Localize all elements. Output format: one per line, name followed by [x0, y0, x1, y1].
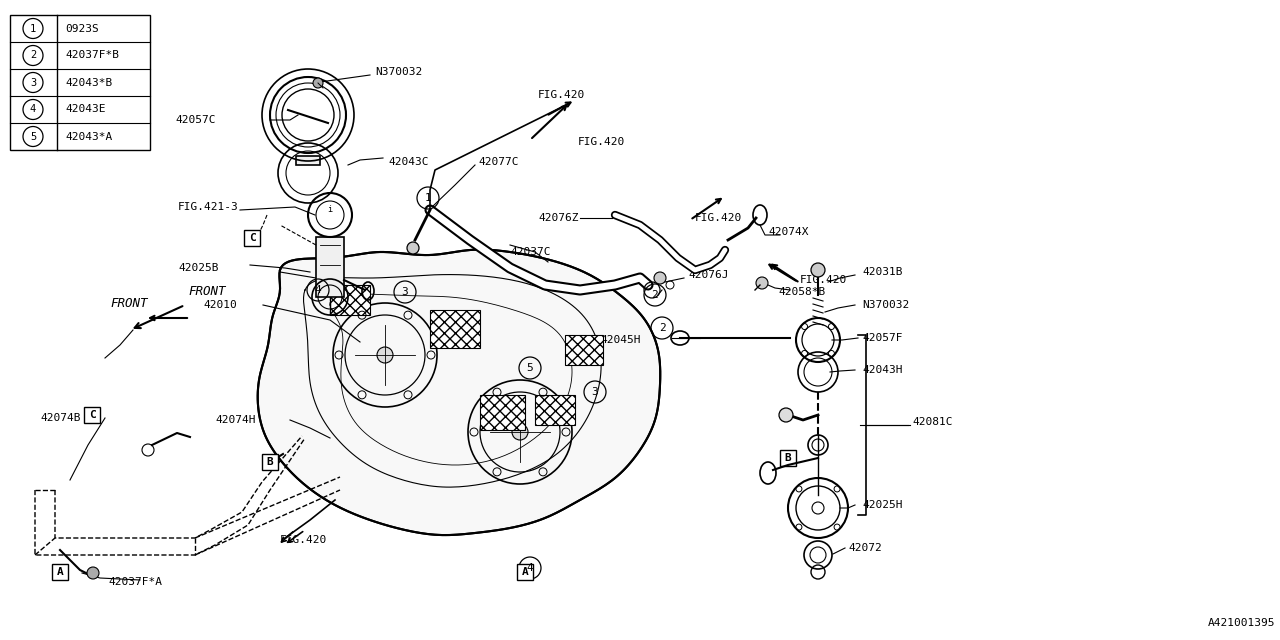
- Text: 42057F: 42057F: [861, 333, 902, 343]
- Circle shape: [654, 272, 666, 284]
- FancyBboxPatch shape: [535, 395, 575, 425]
- Text: 42037C: 42037C: [509, 247, 550, 257]
- FancyBboxPatch shape: [517, 564, 532, 580]
- FancyBboxPatch shape: [316, 237, 344, 297]
- FancyBboxPatch shape: [330, 285, 370, 315]
- Text: FIG.420: FIG.420: [695, 213, 742, 223]
- Text: FIG.420: FIG.420: [280, 535, 328, 545]
- Text: 42072: 42072: [849, 543, 882, 553]
- Text: 42057C: 42057C: [175, 115, 215, 125]
- FancyBboxPatch shape: [244, 230, 260, 246]
- FancyBboxPatch shape: [564, 335, 603, 365]
- Text: 42043*A: 42043*A: [65, 131, 113, 141]
- Text: 42074H: 42074H: [215, 415, 256, 425]
- FancyBboxPatch shape: [296, 156, 320, 165]
- Text: 3: 3: [402, 287, 408, 297]
- Circle shape: [87, 567, 99, 579]
- Text: 42076Z: 42076Z: [538, 213, 579, 223]
- Text: C: C: [248, 233, 256, 243]
- Text: 42043H: 42043H: [861, 365, 902, 375]
- Text: 1: 1: [29, 24, 36, 33]
- Text: 42043C: 42043C: [388, 157, 429, 167]
- Text: 2: 2: [29, 51, 36, 61]
- Text: 4: 4: [29, 104, 36, 115]
- Text: A: A: [56, 567, 64, 577]
- Text: 42025B: 42025B: [178, 263, 219, 273]
- FancyBboxPatch shape: [780, 450, 796, 466]
- Circle shape: [314, 78, 323, 88]
- Text: 42045H: 42045H: [600, 335, 640, 345]
- Text: 42074X: 42074X: [768, 227, 809, 237]
- Text: 42043E: 42043E: [65, 104, 105, 115]
- Text: 42037F*A: 42037F*A: [108, 577, 163, 587]
- Text: 42025H: 42025H: [861, 500, 902, 510]
- Circle shape: [378, 347, 393, 363]
- Circle shape: [812, 263, 826, 277]
- Text: FIG.420: FIG.420: [538, 90, 585, 100]
- FancyBboxPatch shape: [430, 310, 480, 348]
- Text: C: C: [88, 410, 96, 420]
- Text: FIG.420: FIG.420: [579, 137, 625, 147]
- Text: 42076J: 42076J: [689, 270, 728, 280]
- Text: 42074B: 42074B: [40, 413, 81, 423]
- Text: i: i: [328, 205, 333, 214]
- Text: N370032: N370032: [861, 300, 909, 310]
- Text: 5: 5: [29, 131, 36, 141]
- Text: N370032: N370032: [375, 67, 422, 77]
- Text: 2: 2: [652, 290, 658, 300]
- FancyBboxPatch shape: [10, 15, 150, 150]
- Text: FIG.421-3: FIG.421-3: [178, 202, 239, 212]
- Text: B: B: [785, 453, 791, 463]
- Text: B: B: [266, 457, 274, 467]
- Circle shape: [407, 242, 419, 254]
- FancyBboxPatch shape: [52, 564, 68, 580]
- Text: A421001395: A421001395: [1207, 618, 1275, 628]
- FancyBboxPatch shape: [480, 395, 525, 430]
- Circle shape: [512, 424, 529, 440]
- Text: 3: 3: [591, 387, 598, 397]
- Text: FRONT: FRONT: [110, 297, 147, 310]
- Text: 4: 4: [315, 285, 321, 295]
- Text: 42037F*B: 42037F*B: [65, 51, 119, 61]
- FancyBboxPatch shape: [84, 407, 100, 423]
- Text: 4: 4: [526, 563, 534, 573]
- Text: 0923S: 0923S: [65, 24, 99, 33]
- Text: 42077C: 42077C: [477, 157, 518, 167]
- Text: 3: 3: [29, 77, 36, 88]
- Polygon shape: [257, 250, 660, 535]
- Circle shape: [756, 277, 768, 289]
- Text: 42010: 42010: [204, 300, 237, 310]
- Text: 42031B: 42031B: [861, 267, 902, 277]
- Text: 42081C: 42081C: [911, 417, 952, 427]
- Text: 42058*B: 42058*B: [778, 287, 826, 297]
- Text: 42043*B: 42043*B: [65, 77, 113, 88]
- FancyBboxPatch shape: [262, 454, 278, 470]
- Text: FIG.420: FIG.420: [800, 275, 847, 285]
- Text: FRONT: FRONT: [188, 285, 225, 298]
- Text: A: A: [522, 567, 529, 577]
- Text: 5: 5: [526, 363, 534, 373]
- Text: 1: 1: [425, 193, 431, 203]
- Circle shape: [780, 408, 794, 422]
- Text: 2: 2: [659, 323, 666, 333]
